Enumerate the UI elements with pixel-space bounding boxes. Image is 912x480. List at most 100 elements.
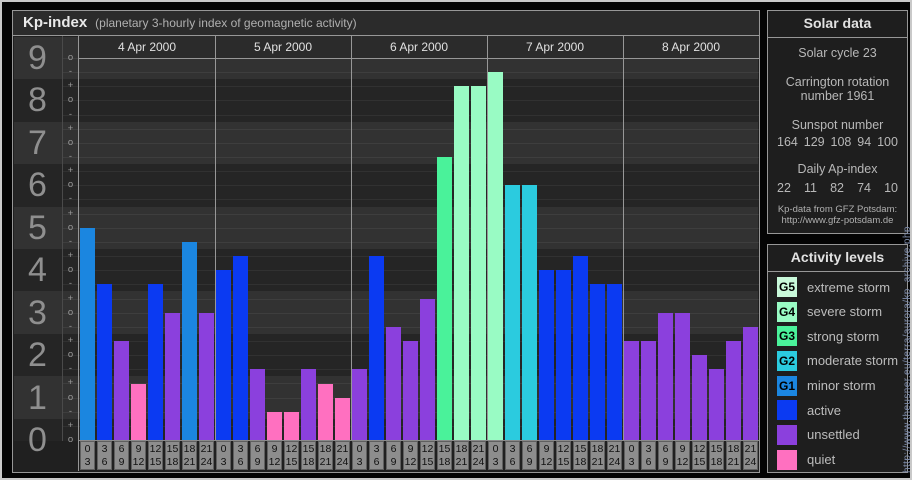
legend-item-unsettled: unsettled xyxy=(768,423,907,447)
kp-gridline xyxy=(62,185,759,187)
kp-bar xyxy=(250,369,265,440)
activity-levels-panel: Activity levels G5 extreme storm G4 severe … xyxy=(767,244,908,473)
solar-value: 82 xyxy=(830,181,844,195)
legend-label: active xyxy=(807,402,841,418)
y-axis-subtick-label: - xyxy=(68,405,73,417)
y-axis-subtick-label: o xyxy=(67,434,74,445)
kp-gridline xyxy=(62,171,759,173)
carrington-line1: Carrington rotation xyxy=(785,75,890,89)
y-axis-subtick-label: + xyxy=(67,80,74,92)
x-tick-box: 15 18 xyxy=(437,441,452,470)
kp-bar xyxy=(488,72,503,440)
x-tick-box: 21 24 xyxy=(607,441,622,470)
kp-bar xyxy=(301,369,316,440)
legend-label: unsettled xyxy=(807,427,860,443)
x-tick-box: 9 12 xyxy=(675,441,690,470)
kp-bar xyxy=(573,256,588,440)
y-axis-subtick-label: + xyxy=(67,122,74,134)
kp-bar xyxy=(131,384,146,440)
kp-bar xyxy=(267,412,282,440)
day-separator-line xyxy=(623,36,624,441)
x-tick-box: 15 18 xyxy=(301,441,316,470)
x-tick-box: 9 12 xyxy=(267,441,282,470)
x-tick-box: 9 12 xyxy=(539,441,554,470)
y-axis-number: 2 xyxy=(28,336,47,375)
kp-bar xyxy=(335,398,350,440)
y-axis-subtick-label: - xyxy=(68,151,73,163)
x-tick-box: 18 21 xyxy=(318,441,333,470)
y-axis-number: 6 xyxy=(28,166,47,205)
kp-gridline xyxy=(62,199,759,201)
kp-band-stripe xyxy=(14,291,758,334)
legend-label: severe storm xyxy=(807,304,883,320)
kp-gridline xyxy=(62,114,759,116)
kp-gridline xyxy=(62,157,759,159)
kp-bar xyxy=(658,313,673,440)
kp-bar xyxy=(641,341,656,440)
kp-bar xyxy=(454,86,469,440)
y-axis-subtick-label: + xyxy=(67,334,74,346)
kp-gridline xyxy=(62,326,759,328)
y-axis-separator-line xyxy=(62,36,63,441)
watermark-url: http://www.theusner.eu/terra/aurora/kp_a… xyxy=(902,226,912,473)
x-tick-box: 9 12 xyxy=(131,441,146,470)
y-axis-subtick-label: o xyxy=(67,306,74,318)
solar-value: 10 xyxy=(884,181,898,195)
legend-label: minor storm xyxy=(807,378,876,394)
legend-label: extreme storm xyxy=(807,279,891,295)
kp-band-stripe xyxy=(14,206,758,249)
x-axis-baseline xyxy=(79,440,759,441)
legend-item-moderate-storm: G2 moderate storm xyxy=(768,349,907,373)
x-tick-box: 15 18 xyxy=(573,441,588,470)
legend-swatch-unsettled xyxy=(777,424,797,445)
kp-bar xyxy=(539,270,554,440)
ap-label: Daily Ap-index xyxy=(797,162,878,176)
y-axis-subtick-label: + xyxy=(67,207,74,219)
x-tick-box: 12 15 xyxy=(420,441,435,470)
y-axis-number: 8 xyxy=(28,81,47,120)
x-tick-box: 18 21 xyxy=(182,441,197,470)
legend-item-active: active xyxy=(768,398,907,422)
kp-bar xyxy=(284,412,299,440)
kp-gridline xyxy=(62,213,759,215)
kp-gridline xyxy=(62,72,759,74)
kp-bar xyxy=(369,256,384,440)
legend-swatch-quiet xyxy=(777,449,797,470)
y-axis-subtick-label: - xyxy=(68,235,73,247)
legend-item-minor-storm: G1 minor storm xyxy=(768,374,907,398)
y-axis-number: 4 xyxy=(28,251,47,290)
solar-value: 11 xyxy=(804,181,817,195)
activity-levels-title: Activity levels xyxy=(768,245,907,272)
kp-gridline xyxy=(62,298,759,300)
solar-value: 108 xyxy=(830,135,852,149)
kp-bar xyxy=(590,284,605,440)
date-header: 7 Apr 2000 xyxy=(525,40,585,54)
kp-bar xyxy=(216,270,231,440)
x-tick-box: 12 15 xyxy=(148,441,163,470)
date-header-band xyxy=(79,36,759,59)
day-separator-line xyxy=(215,36,216,441)
y-axis-subtick-label: - xyxy=(68,193,73,205)
solar-value: 94 xyxy=(857,135,872,149)
y-axis-number: 9 xyxy=(28,39,47,77)
legend-swatch-G2: G2 xyxy=(777,350,797,371)
solar-cycle-text: Solar cycle 23 xyxy=(798,46,877,60)
kp-gridline xyxy=(62,270,759,272)
kp-band-stripe xyxy=(14,79,758,122)
solar-value: 129 xyxy=(803,135,825,149)
kp-bar xyxy=(471,86,486,440)
kp-band-stripe xyxy=(14,164,758,207)
kp-bar xyxy=(97,284,112,440)
y-axis-subtick-label: + xyxy=(67,250,74,262)
x-tick-box: 15 18 xyxy=(165,441,180,470)
x-tick-box: 21 24 xyxy=(335,441,350,470)
y-axis-subtick-label: - xyxy=(68,66,73,78)
